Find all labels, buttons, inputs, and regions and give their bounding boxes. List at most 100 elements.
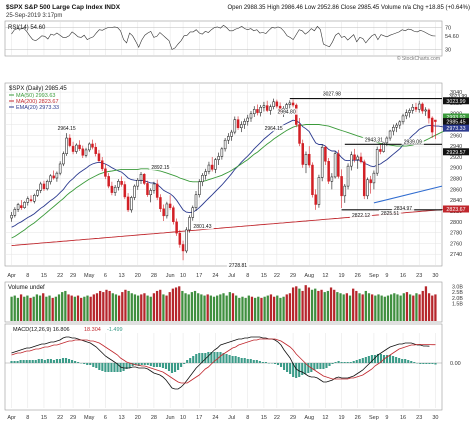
volume-bar: [314, 288, 317, 321]
macd-histogram-bar: [207, 352, 210, 363]
volume-bar: [345, 293, 348, 321]
macd-histogram-bar: [25, 360, 28, 363]
volume-bar: [92, 294, 95, 321]
macd-histogram-bar: [355, 360, 358, 363]
x-axis-label-bottom: 19: [339, 415, 345, 421]
volume-bar: [136, 295, 140, 321]
macd-histogram-bar: [210, 352, 213, 363]
rsi-tick-label: 30: [445, 48, 451, 54]
macd-panel: MACD(12,26,9) 16.806 18.304 -1.499 0.00: [4, 323, 461, 411]
macd-histogram-bar: [334, 362, 337, 363]
macd-histogram-bar: [10, 361, 13, 363]
candle-body: [240, 124, 243, 129]
candle-body: [395, 124, 398, 128]
volume-bar: [317, 290, 320, 321]
x-axis-label: 24: [212, 273, 218, 279]
volume-bar: [408, 294, 412, 321]
volume-bar: [320, 289, 323, 321]
volume-bar: [73, 296, 76, 321]
macd-histogram-bar: [180, 363, 183, 367]
macd-histogram-bar: [276, 363, 280, 365]
price-tag-label: 2973.33: [446, 126, 465, 132]
candle-body: [13, 209, 17, 216]
macd-histogram-bar: [58, 359, 62, 363]
macd-histogram-bar: [122, 363, 125, 371]
macd-panel-frame: [4, 323, 443, 411]
volume-bar: [140, 294, 143, 321]
macd-histogram-bar: [155, 363, 158, 367]
volume-tick-label: 1.5B: [452, 302, 463, 308]
candle-body: [62, 153, 65, 165]
candle-body: [362, 161, 366, 197]
macd-histogram-bar: [304, 363, 307, 374]
legend-ma200: MA(200) 2823.67: [16, 99, 59, 105]
volume-tick-labels: 3.0B2.5B2.0B1.5B: [452, 284, 463, 307]
x-axis-label: Jun: [166, 273, 175, 279]
macd-histogram-bar: [67, 359, 71, 363]
x-axis-label-bottom: Sep: [369, 415, 379, 421]
candle-body: [256, 109, 259, 113]
x-axis-label: Sep: [369, 273, 379, 279]
candle-body: [375, 149, 379, 174]
x-axis-label: 8: [26, 273, 29, 279]
volume-bar: [206, 294, 209, 321]
volume-bar: [272, 296, 276, 321]
x-axis-label: Aug: [304, 273, 314, 279]
macd-histogram-bar: [246, 359, 249, 363]
x-axis-label-bottom: 29: [290, 415, 296, 421]
macd-histogram-bar: [379, 354, 383, 363]
candle-body: [369, 179, 372, 184]
annotation-bg: [391, 204, 415, 212]
volume-bar: [222, 293, 225, 321]
macd-histogram-bar: [28, 360, 31, 363]
macd-tick-label: 0.00: [450, 361, 461, 367]
macd-histogram-bar: [107, 363, 110, 372]
volume-bar: [386, 295, 390, 321]
macd-histogram-bar: [434, 363, 437, 365]
macd-histogram-bar: [283, 363, 286, 370]
macd-histogram-bar: [249, 359, 252, 363]
candle-body: [236, 119, 240, 129]
macd-histogram-bar: [328, 363, 331, 366]
candle-body: [223, 139, 227, 150]
x-axis-label: 12: [322, 273, 328, 279]
volume-bar: [295, 286, 298, 321]
candle-body: [246, 117, 250, 122]
volume-bar: [152, 293, 156, 321]
candle-body: [155, 183, 159, 198]
macd-histogram-bar: [292, 363, 295, 377]
x-axis-label: 20: [135, 273, 141, 279]
volume-bar: [197, 293, 200, 321]
x-axis-label: 28: [151, 273, 157, 279]
volume-bar: [45, 296, 48, 321]
candle-body: [291, 102, 295, 106]
macd-signal-line: [11, 338, 436, 384]
x-axis-label: 6: [104, 273, 107, 279]
candle-body: [230, 131, 233, 137]
x-axis-labels: Apr Apr 8 8 15 15 22 22 29 29 May May 6 6 13 13 20 20 28 28…: [7, 273, 438, 421]
x-axis-label-bottom: Apr: [7, 415, 16, 421]
candle-body: [259, 106, 262, 113]
volume-bar: [155, 290, 159, 321]
candle-body: [330, 176, 334, 182]
x-axis-label-bottom: 13: [119, 415, 125, 421]
macd-histogram-bar: [389, 355, 392, 363]
macd-histogram-bar: [228, 355, 231, 363]
macd-histogram-bar: [273, 363, 277, 364]
x-axis-label: 15: [41, 273, 47, 279]
volume-bar: [427, 293, 431, 321]
price-annotation: 2994.80: [278, 110, 296, 116]
volume-bar: [307, 287, 311, 321]
volume-bar: [105, 289, 108, 321]
volume-tick-label: 2.0B: [452, 296, 463, 302]
candle-body: [366, 179, 369, 197]
macd-histogram-bar: [164, 363, 168, 369]
macd-histogram-bar: [152, 363, 155, 367]
volume-bar: [339, 293, 342, 321]
x-axis-label-bottom: Aug: [304, 415, 314, 421]
macd-histogram-bar: [316, 363, 319, 369]
candle-body: [207, 164, 211, 172]
rsi-line: [11, 24, 436, 50]
macd-histogram-bar: [149, 363, 152, 366]
